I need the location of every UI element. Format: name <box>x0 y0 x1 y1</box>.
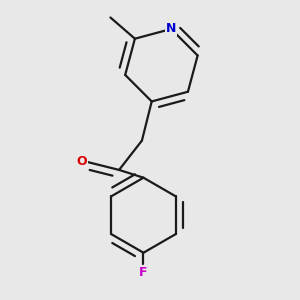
Text: N: N <box>166 22 176 35</box>
Text: F: F <box>139 266 148 279</box>
Text: O: O <box>76 155 87 168</box>
